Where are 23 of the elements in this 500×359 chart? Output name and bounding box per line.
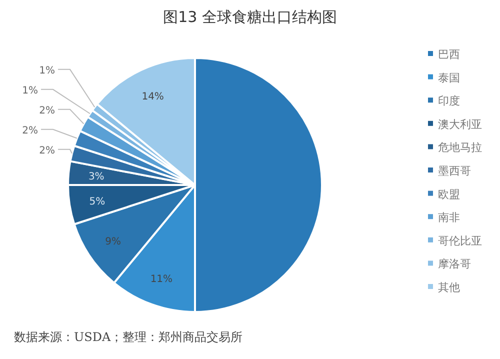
legend-label: 印度: [438, 94, 460, 108]
legend-label: 泰国: [438, 71, 460, 84]
legend-label: 墨西哥: [438, 164, 471, 178]
legend-label: 其他: [438, 281, 460, 294]
source-note: 数据来源：USDA；整理：郑州商品交易所: [14, 330, 243, 344]
chart-title: 图13 全球食糖出口结构图: [163, 8, 337, 26]
legend-label: 巴西: [438, 48, 460, 61]
legend-label: 欧盟: [438, 188, 460, 201]
data-label: 2%: [39, 105, 55, 116]
data-label: 11%: [150, 274, 173, 286]
legend-label: 南非: [438, 211, 460, 224]
legend-label: 危地马拉: [438, 141, 482, 154]
data-label: 1%: [22, 85, 38, 96]
legend-label: 摩洛哥: [438, 258, 471, 271]
data-label: 9%: [105, 236, 122, 248]
legend-label: 澳大利亚: [438, 118, 482, 131]
legend-label: 哥伦比亚: [438, 234, 482, 248]
data-label: 1%: [39, 65, 55, 76]
data-label: 2%: [39, 145, 55, 156]
data-label: 3%: [88, 172, 104, 183]
data-label: 5%: [89, 196, 106, 208]
data-label: 14%: [142, 91, 164, 102]
data-label: 2%: [22, 125, 38, 136]
